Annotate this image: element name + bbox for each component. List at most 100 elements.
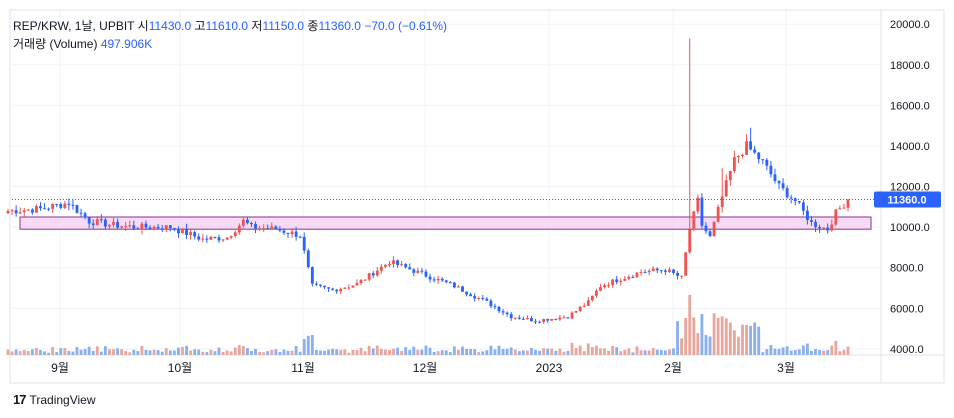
candle-body (363, 279, 367, 281)
volume-bar (258, 351, 262, 355)
candle-body (566, 317, 570, 319)
candle-body (392, 260, 395, 265)
candle-body (14, 210, 18, 214)
candle-body (221, 239, 225, 241)
volume-bar (582, 351, 586, 355)
volume-bar (120, 349, 124, 355)
volume-bar (241, 346, 245, 355)
open-label: 시 (137, 19, 149, 33)
volume-bar (530, 348, 533, 355)
volume-bar (112, 349, 115, 355)
candle-body (558, 317, 562, 320)
volume-bar (286, 350, 290, 355)
candle-body (205, 238, 209, 240)
candle-body (647, 270, 651, 273)
candle-body (22, 210, 26, 213)
volume-bar (388, 349, 391, 355)
time-tick-label: 9월 (51, 361, 69, 375)
volume-bar (550, 348, 554, 355)
volume-bar (396, 347, 399, 355)
candle-body (777, 180, 781, 184)
volume-bar (424, 345, 428, 355)
candle-body (497, 306, 501, 312)
tradingview-footer[interactable]: 17 TradingView (13, 392, 96, 407)
candle-body (542, 319, 546, 322)
volume-bar (773, 348, 777, 355)
candle-body (526, 318, 529, 320)
volume-bar (623, 349, 627, 355)
volume-bar (700, 314, 704, 355)
volume-bar (724, 318, 728, 355)
candle-body (144, 223, 148, 228)
volume-bar (765, 349, 769, 355)
volume-bar (749, 325, 753, 355)
volume-bar (676, 321, 679, 355)
candle-body (140, 223, 144, 230)
candle-body (404, 264, 408, 268)
legend-ohlc: REP/KRW, 1날, UPBIT 시11430.0 고11610.0 저11… (13, 17, 447, 34)
candle-body (258, 228, 262, 230)
candle-body (485, 298, 489, 301)
candle-body (635, 272, 639, 278)
brand-label: TradingView (29, 392, 96, 407)
volume-label[interactable]: 거래량 (Volume) (13, 37, 98, 51)
candle-body (586, 300, 590, 306)
volume-bar (789, 350, 793, 355)
candle-body (181, 228, 184, 234)
candle-body (124, 225, 128, 227)
candle-body (306, 250, 310, 268)
candle-body (294, 231, 298, 237)
candle-body (148, 227, 152, 230)
volume-bar (250, 351, 253, 355)
volume-bar (168, 350, 172, 355)
volume-bar (392, 348, 395, 355)
volume-bar (310, 335, 314, 355)
symbol-label[interactable]: REP/KRW, 1날, UPBIT (13, 19, 135, 33)
candle-body (473, 296, 477, 299)
price-axis[interactable]: 20000.0 18000.0 16000.0 14000.0 12000.0 10000… (874, 19, 941, 356)
candle-body (424, 271, 428, 277)
volume-bar (10, 351, 14, 355)
candle-body (663, 270, 667, 272)
volume-bar (712, 313, 716, 355)
candle-body (168, 225, 172, 229)
candle-body (351, 285, 355, 288)
legend-volume: 거래량 (Volume) 497.906K (13, 35, 152, 52)
candle-body (615, 279, 619, 283)
candle-body (448, 282, 452, 284)
volume-bar (578, 345, 582, 355)
candle-body (680, 275, 684, 277)
candle-body (400, 264, 404, 266)
candle-body (818, 226, 822, 229)
candle-body (773, 174, 777, 181)
candle-body (578, 306, 582, 311)
volume-bar (793, 350, 797, 355)
price-tick-label: 20000.0 (890, 19, 930, 31)
time-axis[interactable]: 9월 10월 11월 12월 2023 2월 3월 (51, 361, 795, 375)
candle-body (63, 203, 67, 208)
candle-body (481, 298, 485, 300)
candle-body (684, 252, 688, 276)
candles (6, 38, 850, 324)
volume-bar (481, 351, 485, 355)
volume-bar (217, 347, 221, 355)
candle-body (331, 288, 335, 290)
candle-body (814, 221, 817, 227)
high-value: 11610.0 (205, 19, 249, 33)
candle-body (408, 267, 412, 270)
volume-bar (83, 348, 87, 355)
volume-bar (404, 347, 408, 355)
candle-body (189, 232, 193, 236)
close-label: 종 (307, 19, 319, 33)
volume-bar (457, 349, 460, 355)
volume-bar (838, 351, 842, 355)
volume-bar (213, 351, 217, 355)
volume-bar (493, 349, 497, 355)
candle-body (505, 312, 509, 315)
volume-bar (428, 347, 432, 355)
volume-bar (172, 350, 176, 355)
candle-body (355, 283, 359, 286)
volume-bar (26, 351, 30, 355)
